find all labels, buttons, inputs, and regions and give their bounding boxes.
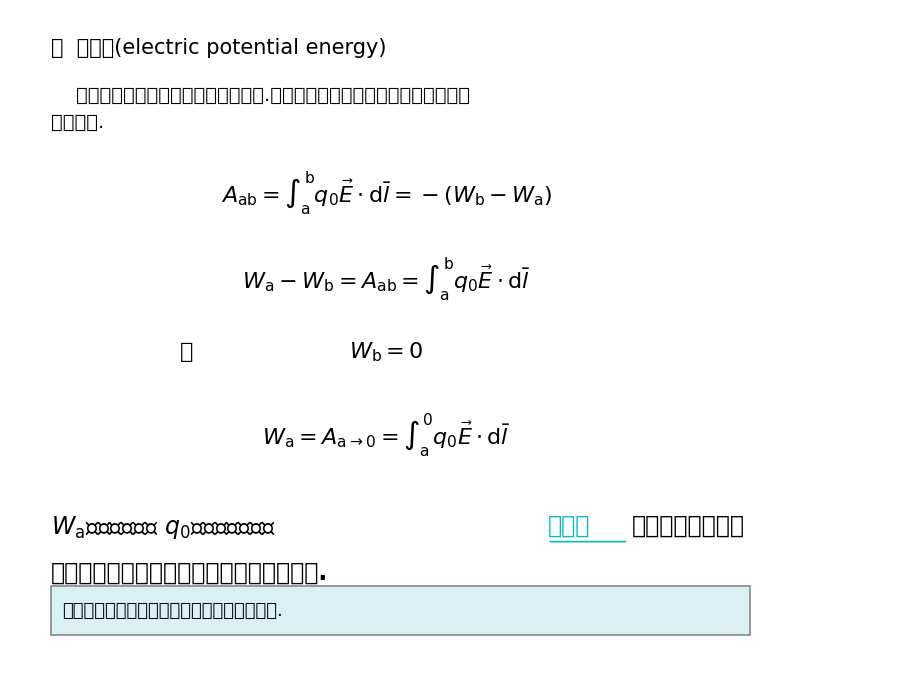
Text: $W_{\rm a} - W_{\rm b} = A_{\rm ab} = \int_{\rm a}^{\rm b} q_0 \vec{E} \cdot \ma: $W_{\rm a} - W_{\rm b} = A_{\rm ab} = \i…	[242, 255, 530, 304]
Text: 当: 当	[179, 342, 193, 362]
Text: $W_{\rm a} = A_{\rm a \rightarrow 0} = \int_{\rm a}^{0} q_0 \vec{E} \cdot \mathr: $W_{\rm a} = A_{\rm a \rightarrow 0} = \…	[262, 411, 510, 459]
Text: 二  电势能(electric potential energy): 二 电势能(electric potential energy)	[51, 38, 386, 58]
Text: 静电场是保守场，静电场力是保守力.静电场力所做的功就等于电荷电势能增
量的负值.: 静电场是保守场，静电场力是保守力.静电场力所做的功就等于电荷电势能增 量的负值.	[51, 86, 469, 132]
Text: 电势能的大小是相对的，电势能的差是绝对的.: 电势能的大小是相对的，电势能的差是绝对的.	[62, 602, 282, 620]
Text: $W_{\rm b} = 0$: $W_{\rm b} = 0$	[348, 340, 424, 364]
Text: ，在数值上就等于: ，在数值上就等于	[631, 514, 744, 538]
Text: 电势能: 电势能	[547, 514, 589, 538]
Text: $A_{\rm ab} = \int_{\rm a}^{\rm b} q_0 \vec{E} \cdot \mathrm{d}\bar{l} = -(W_{\r: $A_{\rm ab} = \int_{\rm a}^{\rm b} q_0 \…	[221, 169, 551, 217]
Text: 把它从该点移到零势能处静电场力所作的功.: 把它从该点移到零势能处静电场力所作的功.	[51, 561, 327, 585]
Text: $W_{\rm a}$称为试验电荷 $q_0$在电场中某点的: $W_{\rm a}$称为试验电荷 $q_0$在电场中某点的	[51, 514, 275, 541]
FancyBboxPatch shape	[51, 586, 749, 635]
